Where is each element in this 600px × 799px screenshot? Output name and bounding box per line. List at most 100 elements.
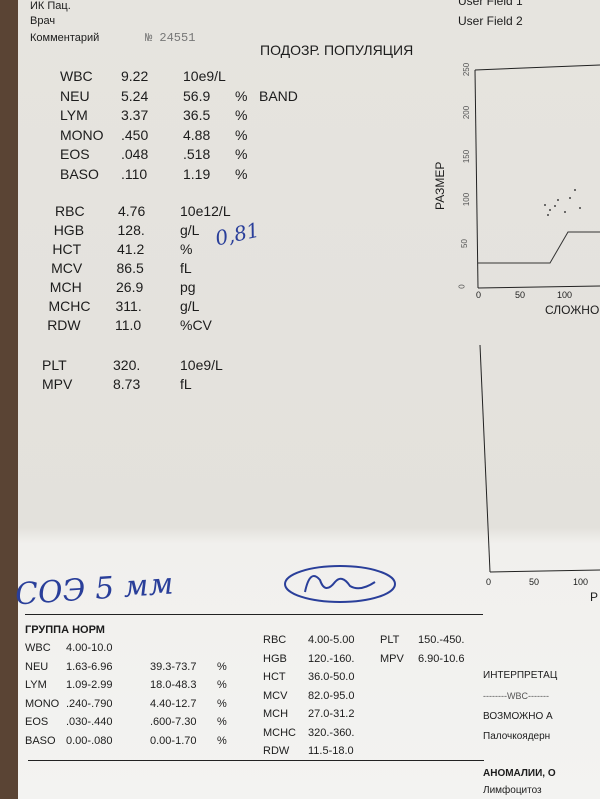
norm-name: HGB: [263, 652, 287, 665]
scatter-ytick: 100: [462, 192, 472, 207]
result-value: 320.: [113, 357, 141, 373]
norm-range: 36.0-50.0: [308, 671, 355, 683]
norm-range: 27.0-31.2: [308, 708, 355, 720]
result-value: 5.24: [121, 87, 149, 104]
histogram-xtick: 0: [486, 577, 492, 587]
result-unit: %: [235, 126, 248, 143]
result-unit: 10e9/L: [180, 357, 223, 373]
result-value: 128.: [117, 222, 145, 238]
histogram-xtick: 50: [529, 577, 540, 587]
norm-name: MCV: [263, 689, 288, 702]
norm-unit: %: [217, 660, 227, 673]
result-value: 8.73: [113, 376, 141, 392]
interpretation-band: Палочкоядерн: [483, 731, 551, 742]
norm-unit: %: [217, 716, 227, 728]
result-unit: %: [235, 146, 248, 162]
scatter-xtick: 100: [557, 290, 573, 300]
scatter-xtick: 0: [476, 290, 482, 300]
result-name: BASO: [60, 165, 99, 182]
result-value: .450: [121, 126, 149, 143]
result-name: RBC: [55, 203, 85, 219]
result-unit: %: [180, 241, 193, 257]
result-unit: g/L: [180, 298, 200, 314]
result-value: 9.22: [121, 68, 149, 84]
doctor-label: Врач: [30, 15, 56, 27]
norm-pct-range: 0.00-1.70: [150, 734, 197, 747]
scatter-ytick: 250: [462, 62, 472, 76]
interpretation-title: ИНТЕРПРЕТАЦ: [483, 670, 558, 681]
scatter-xlabel: СЛОЖНО: [545, 303, 600, 317]
norm-pct-range: 39.3-73.7: [150, 660, 197, 673]
norm-name: LYM: [25, 679, 47, 691]
suspect-population-title: ПОДОЗР. ПОПУЛЯЦИЯ: [260, 42, 414, 58]
norm-name: WBC: [25, 642, 51, 654]
norm-range: 6.90-10.6: [418, 652, 465, 665]
result-name: MCH: [49, 279, 82, 295]
norm-abs-range: 4.00-10.0: [66, 642, 113, 654]
patient-id-label: ИК Пац.: [30, 0, 71, 12]
norm-name: NEU: [25, 660, 49, 673]
norm-unit: %: [217, 679, 227, 691]
result-value: 26.9: [116, 279, 144, 295]
norm-abs-range: .240-.790: [66, 697, 113, 710]
result-flag: BAND: [259, 87, 298, 104]
norm-abs-range: 1.63-6.96: [66, 660, 113, 673]
result-percent: 36.5: [183, 107, 211, 123]
histogram-xtick: 100: [573, 577, 589, 587]
result-value: 3.37: [121, 107, 149, 123]
result-name: RDW: [47, 317, 81, 333]
result-name: MCV: [51, 260, 83, 276]
result-unit: %: [235, 87, 248, 104]
norm-range: 320.-360.: [308, 726, 355, 739]
norm-name: EOS: [25, 716, 49, 728]
scatter-ytick: 150: [462, 149, 472, 163]
result-value: 41.2: [117, 241, 145, 257]
norm-name: HCT: [263, 671, 286, 683]
interpretation-lymph: Лимфоцитоз: [483, 785, 542, 796]
result-name: MCHC: [48, 298, 91, 314]
result-value: 86.5: [116, 260, 144, 276]
norm-name: MPV: [380, 652, 404, 665]
result-value: 11.0: [115, 317, 142, 333]
result-percent: 4.88: [183, 126, 211, 143]
norm-range: 11.5-18.0: [308, 745, 354, 757]
divider: [25, 614, 483, 615]
result-percent: 56.9: [183, 87, 211, 104]
result-name: EOS: [60, 146, 90, 162]
comment-value: № 24551: [145, 31, 196, 45]
result-name: LYM: [60, 107, 88, 123]
scatter-xtick: 50: [515, 290, 526, 300]
norm-pct-range: 18.0-48.3: [150, 679, 197, 691]
scatter-ytick: 200: [462, 105, 472, 120]
norm-name: RBC: [263, 634, 287, 646]
result-percent: 1.19: [183, 165, 211, 182]
norm-unit: %: [217, 697, 227, 710]
norm-range: 4.00-5.00: [308, 634, 355, 646]
result-value: 4.76: [118, 203, 146, 219]
result-value: .048: [121, 146, 149, 162]
norm-range: 150.-450.: [418, 634, 465, 646]
user-field-2: User Field 2: [458, 14, 523, 28]
result-unit: fL: [180, 260, 192, 276]
interpretation-wbc: --------WBC-------: [483, 691, 549, 701]
histogram-plot: [479, 344, 600, 573]
norm-range: 82.0-95.0: [308, 689, 355, 702]
result-unit: %: [235, 107, 248, 123]
scatter-ytick: 0: [457, 284, 467, 289]
interpretation-possible: ВОЗМОЖНО А: [483, 711, 553, 722]
norm-range: 120.-160.: [308, 652, 355, 665]
result-unit: 10e12/L: [180, 203, 231, 219]
result-unit: %: [235, 165, 248, 182]
norm-pct-range: 4.40-12.7: [150, 697, 197, 710]
norm-name: PLT: [380, 634, 400, 646]
result-name: HCT: [52, 241, 82, 257]
result-unit: g/L: [180, 222, 200, 238]
signature: [284, 565, 396, 603]
norm-pct-range: .600-7.30: [150, 716, 197, 728]
result-unit: pg: [180, 279, 196, 295]
divider: [28, 760, 484, 761]
histogram-xlabel: Р: [590, 590, 599, 604]
user-field-1: User Field 1: [458, 0, 523, 8]
scatter-ylabel: РАЗМЕР: [433, 161, 447, 210]
result-unit: %CV: [180, 317, 212, 333]
